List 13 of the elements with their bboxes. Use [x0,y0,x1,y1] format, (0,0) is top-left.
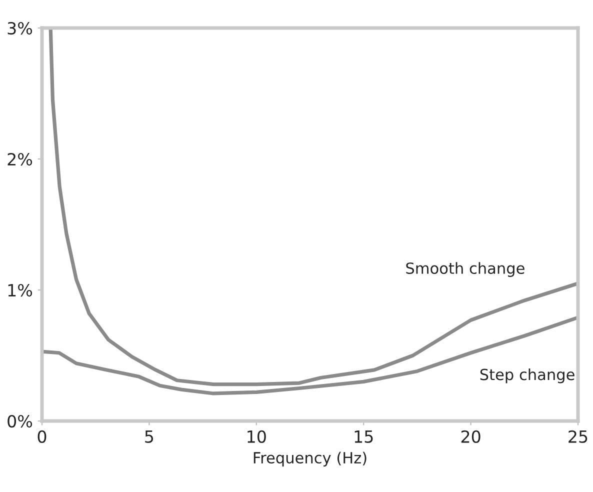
y-tick-label: 2% [8,152,32,166]
series-label: Step change [480,368,574,384]
y-tick-label: 0% [8,414,32,428]
y-tick-label: 3% [8,22,32,35]
x-tick-label: 10 [248,430,266,443]
x-tick-label: 5 [145,430,154,443]
y-tick-label: 1% [8,284,32,297]
x-tick-label: 15 [354,430,373,443]
x-tick-label: 0 [38,430,46,443]
x-axis-title: Frequency (Hz) [254,452,366,466]
x-tick-label: 20 [461,430,480,443]
series-label: Smooth change [406,262,524,277]
x-tick-label: 25 [568,430,588,443]
